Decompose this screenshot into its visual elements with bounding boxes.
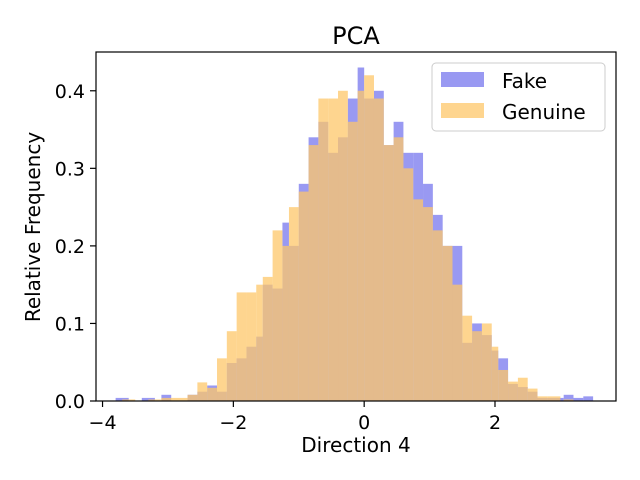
bar-genuine — [547, 396, 561, 401]
series-genuine-bars — [122, 75, 574, 402]
bar-genuine — [481, 323, 492, 401]
y-tick-label: 0.3 — [55, 158, 85, 180]
bar-fake — [583, 396, 594, 401]
bar-genuine — [308, 145, 319, 401]
legend-swatch-fake — [441, 72, 484, 87]
bar-fake — [573, 397, 584, 401]
bar-genuine — [462, 315, 473, 401]
bar-genuine — [364, 75, 374, 402]
bar-genuine — [338, 90, 348, 401]
bar-genuine — [347, 121, 358, 402]
bar-genuine — [393, 137, 404, 401]
bar-genuine — [517, 377, 528, 401]
bar-genuine — [491, 346, 499, 401]
bar-genuine — [288, 207, 299, 401]
bar-genuine — [383, 145, 394, 401]
bar-genuine — [432, 230, 443, 401]
y-tick-label: 0.4 — [55, 81, 85, 103]
bar-genuine — [174, 397, 188, 401]
y-axis-ticks: 0.0 0.1 0.2 0.3 0.4 — [55, 81, 96, 413]
bar-genuine — [413, 199, 424, 401]
bar-genuine — [262, 276, 273, 401]
x-axis-ticks: −4 −2 0 2 — [89, 401, 501, 434]
y-axis-label: Relative Frequency — [21, 132, 45, 322]
legend-label-genuine: Genuine — [502, 100, 586, 124]
bar-genuine — [442, 245, 453, 401]
bar-genuine — [217, 358, 227, 401]
bar-fake — [141, 397, 155, 401]
bar-genuine — [452, 284, 463, 401]
chart-title: PCA — [332, 22, 380, 50]
bar-genuine — [423, 207, 433, 401]
x-axis-label: Direction 4 — [301, 433, 410, 457]
bar-genuine — [187, 394, 198, 401]
bar-genuine — [122, 399, 136, 401]
bar-genuine — [226, 331, 237, 401]
plot-frame — [95, 51, 617, 402]
bar-genuine — [148, 399, 162, 401]
bar-genuine — [498, 369, 509, 401]
y-tick-label: 0.2 — [55, 236, 85, 258]
bar-genuine — [472, 331, 482, 401]
y-tick-label: 0.0 — [55, 391, 85, 413]
x-tick-label: −4 — [89, 412, 117, 434]
bar-genuine — [373, 98, 384, 401]
bar-genuine — [236, 292, 247, 401]
bar-genuine — [272, 230, 283, 401]
bar-genuine — [508, 381, 518, 401]
bar-genuine — [161, 397, 175, 401]
bar-fake — [563, 394, 574, 401]
bar-genuine — [197, 382, 208, 401]
x-tick-label: −2 — [219, 412, 247, 434]
bar-genuine — [357, 90, 365, 401]
legend: Fake Genuine — [431, 62, 606, 132]
x-tick-label: 2 — [489, 412, 501, 434]
legend-swatch-genuine — [441, 103, 484, 118]
bar-genuine — [256, 284, 263, 401]
bar-genuine — [318, 98, 329, 401]
x-tick-label: 0 — [358, 412, 370, 434]
bar-genuine — [527, 388, 538, 401]
bar-genuine — [298, 191, 309, 401]
bar-genuine — [328, 98, 339, 401]
bar-genuine — [246, 292, 257, 401]
bar-genuine — [563, 399, 574, 401]
bar-genuine — [537, 396, 548, 401]
y-tick-label: 0.1 — [55, 313, 85, 335]
bar-genuine — [282, 245, 289, 401]
legend-label-fake: Fake — [502, 69, 547, 93]
bar-genuine — [403, 168, 414, 401]
bar-genuine — [207, 387, 217, 401]
